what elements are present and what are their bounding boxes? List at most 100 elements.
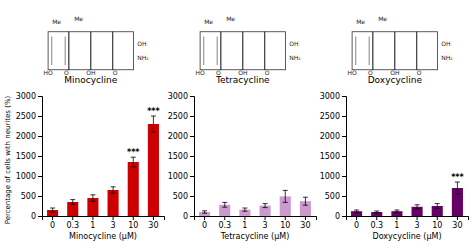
structure-label: Me <box>52 18 61 25</box>
tick-mark <box>190 96 194 97</box>
tick-mark <box>204 216 205 220</box>
title: Tetracycline <box>215 75 270 85</box>
tick-mark <box>417 216 418 220</box>
tick-label: 2000 <box>320 132 340 141</box>
structure-label: NH₂ <box>137 54 149 61</box>
error-bar <box>242 208 247 211</box>
tick: 1500 <box>320 152 346 161</box>
tick-label: 2000 <box>168 132 188 141</box>
tick-mark <box>356 216 357 220</box>
annotation: *** <box>127 148 140 157</box>
tick: 0 <box>50 216 55 230</box>
axis-line <box>190 97 195 217</box>
tick: 3 <box>263 216 268 230</box>
tick-label: 3000 <box>168 92 188 101</box>
tick-mark <box>437 216 438 220</box>
tick: 3000 <box>16 92 42 101</box>
tick-label: 1 <box>394 221 399 230</box>
tick-label: 500 <box>173 192 188 201</box>
structure: MeMeHOOOHOOHNH₂Minocycline <box>43 15 149 85</box>
structure-bond <box>369 37 370 66</box>
structure-label: NH₂ <box>289 54 301 61</box>
error-bar <box>374 211 379 213</box>
bar <box>148 124 159 216</box>
tick: 1000 <box>16 172 42 181</box>
tick-label: 0 <box>183 212 188 221</box>
error-bar <box>131 157 136 167</box>
tick-label: 0.3 <box>66 221 79 230</box>
tick-label: 500 <box>21 192 36 201</box>
x-axis-title: Doxycycline (μM) <box>372 232 441 241</box>
tick-mark <box>305 216 306 220</box>
tick: 10 <box>128 216 138 230</box>
structure-ring <box>395 32 417 70</box>
y-axis: 050010001500200025003000 <box>320 92 347 221</box>
tick: 0 <box>202 216 207 230</box>
axis-line <box>195 217 317 221</box>
y-axis-title: Percentage of cells with neurites (%) <box>4 95 12 224</box>
y-axis: 050010001500200025003000 <box>16 92 43 221</box>
structure-label: OH <box>441 40 450 47</box>
tick-mark <box>52 216 53 220</box>
tick-mark <box>342 96 346 97</box>
tick-label: 30 <box>452 221 462 230</box>
tick-label: 1000 <box>168 172 188 181</box>
tick: 500 <box>173 192 194 201</box>
tick: 2000 <box>168 132 194 141</box>
tick: 0 <box>183 212 194 221</box>
tick: 0.3 <box>370 216 383 230</box>
x-axis: 00.3131030 <box>195 216 317 230</box>
tick: 30 <box>300 216 310 230</box>
structure: MeMeHOOOHOOHNH₂Tetracycline <box>195 15 301 85</box>
tick-label: 30 <box>148 221 158 230</box>
tick-mark <box>38 116 42 117</box>
tick-label: 1500 <box>320 152 340 161</box>
tick: 1 <box>394 216 399 230</box>
tick-mark <box>190 116 194 117</box>
error-bar <box>283 190 288 202</box>
tick: 1 <box>242 216 247 230</box>
x-axis-title: Minocycline (μM) <box>69 232 137 241</box>
structure-ring <box>243 32 265 70</box>
tick-mark <box>265 216 266 220</box>
tick-mark <box>38 176 42 177</box>
axis-line <box>38 97 43 217</box>
structure-ring <box>417 32 438 70</box>
tick-label: 3 <box>415 221 420 230</box>
error-bar <box>151 116 156 132</box>
tick-label: 1000 <box>320 172 340 181</box>
tick-label: 2500 <box>320 112 340 121</box>
tick: 1000 <box>320 172 346 181</box>
x-axis: 00.3131030 <box>347 216 469 230</box>
tick-mark <box>457 216 458 220</box>
axis-line <box>347 217 469 221</box>
tick: 2000 <box>16 132 42 141</box>
panel: MeMeHOOOHOOHNH₂Tetracycline00.3131030050… <box>168 15 317 241</box>
tick-label: 10 <box>128 221 138 230</box>
tick-mark <box>285 216 286 220</box>
tick: 2500 <box>320 112 346 121</box>
title: Doxycycline <box>368 75 423 85</box>
tick-label: 0 <box>31 212 36 221</box>
structure-ring <box>265 32 286 70</box>
panel: MeMeHOOOHOOHNH₂Doxycycline00.31310300500… <box>320 15 469 241</box>
error-bar <box>202 211 207 213</box>
structure-ring <box>113 32 134 70</box>
panel: MeMeHOOOHOOHNH₂Minocycline00.31310300500… <box>4 15 165 241</box>
tick-mark <box>342 196 346 197</box>
tick: 0 <box>354 216 359 230</box>
structure-label: OH <box>137 40 146 47</box>
tick-label: 0 <box>354 221 359 230</box>
error-bar <box>111 187 116 193</box>
bar <box>371 212 382 216</box>
tick: 1000 <box>168 172 194 181</box>
error-bar <box>222 202 227 207</box>
tick-label: 0.3 <box>218 221 231 230</box>
tick: 30 <box>452 216 462 230</box>
tick-mark <box>113 216 114 220</box>
annotation: *** <box>147 107 160 116</box>
structure-ring <box>48 32 69 70</box>
structure-bond <box>217 37 218 66</box>
marks <box>47 116 159 216</box>
tick: 0 <box>31 212 42 221</box>
